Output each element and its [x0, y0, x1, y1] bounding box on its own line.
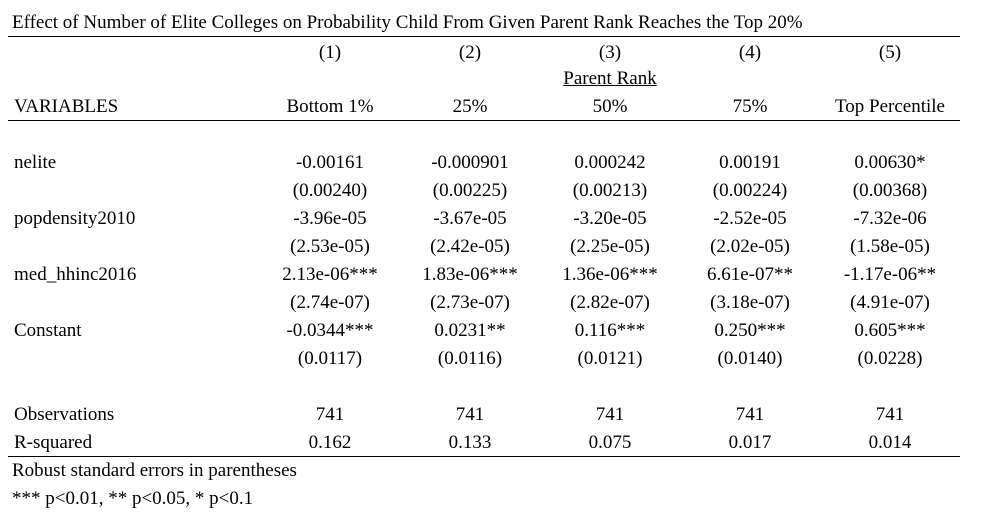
column-number-4: (4) [738, 42, 762, 63]
stat-cell: 0.162 [308, 432, 352, 453]
stat-cell: 741 [595, 404, 625, 425]
coef-cell: -7.32e-06 [853, 208, 927, 229]
se-cell: (3.18e-07) [710, 292, 790, 313]
group-header-parent-rank: Parent Rank [563, 68, 657, 89]
se-cell: (4.91e-07) [850, 292, 930, 313]
coef-cell: -3.20e-05 [573, 208, 647, 229]
column-label-5: Top Percentile [835, 96, 945, 117]
bottom-rule [8, 456, 960, 457]
table-title: Effect of Number of Elite Colleges on Pr… [12, 12, 803, 33]
se-cell: (0.0140) [717, 348, 783, 369]
se-cell: (2.73e-07) [430, 292, 510, 313]
coef-cell: 1.83e-06*** [422, 264, 518, 285]
se-cell: (0.0121) [577, 348, 643, 369]
se-cell: (0.00213) [572, 180, 648, 201]
column-number-1: (1) [318, 42, 342, 63]
coef-cell: -0.0344*** [286, 320, 374, 341]
column-label-4: 75% [732, 96, 768, 117]
column-number-3: (3) [598, 42, 622, 63]
column-number-5: (5) [878, 42, 902, 63]
coef-cell: -1.17e-06** [843, 264, 937, 285]
coef-cell: 0.0231** [434, 320, 506, 341]
coef-cell: 0.00191 [719, 152, 781, 173]
row-label-constant: Constant [14, 320, 82, 341]
se-cell: (2.74e-07) [290, 292, 370, 313]
row-label-r-squared: R-squared [14, 432, 93, 453]
variables-header: VARIABLES [14, 96, 119, 117]
se-cell: (0.0117) [297, 348, 363, 369]
coef-cell: 0.250*** [714, 320, 786, 341]
stat-cell: 741 [875, 404, 905, 425]
se-cell: (2.82e-07) [570, 292, 650, 313]
se-cell: (2.25e-05) [570, 236, 650, 257]
header-rule [8, 120, 960, 121]
stat-cell: 0.075 [588, 432, 632, 453]
note-significance: *** p<0.01, ** p<0.05, * p<0.1 [12, 488, 254, 509]
coef-cell: 0.605*** [854, 320, 926, 341]
coef-cell: 6.61e-07** [706, 264, 793, 285]
top-rule [8, 36, 960, 37]
coef-cell: -3.67e-05 [433, 208, 507, 229]
column-label-1: Bottom 1% [286, 96, 374, 117]
stat-cell: 741 [735, 404, 765, 425]
se-cell: (0.00368) [852, 180, 928, 201]
se-cell: (0.00225) [432, 180, 508, 201]
se-cell: (2.42e-05) [430, 236, 510, 257]
column-number-2: (2) [458, 42, 482, 63]
se-cell: (2.53e-05) [290, 236, 370, 257]
coef-cell: 2.13e-06*** [282, 264, 378, 285]
row-label-popdensity2010: popdensity2010 [14, 208, 136, 229]
coef-cell: -3.96e-05 [293, 208, 367, 229]
row-label-observations: Observations [14, 404, 115, 425]
row-label-nelite: nelite [14, 152, 57, 173]
coef-cell: -2.52e-05 [713, 208, 787, 229]
se-cell: (0.0228) [857, 348, 923, 369]
stat-cell: 0.014 [868, 432, 912, 453]
se-cell: (0.0116) [437, 348, 503, 369]
coef-cell: -0.000901 [431, 152, 509, 173]
coef-cell: 0.116*** [574, 320, 646, 341]
stat-cell: 0.133 [448, 432, 492, 453]
coef-cell: 0.000242 [574, 152, 646, 173]
se-cell: (0.00224) [712, 180, 788, 201]
se-cell: (1.58e-05) [850, 236, 930, 257]
coef-cell: -0.00161 [295, 152, 365, 173]
row-label-med-hhinc2016: med_hhinc2016 [14, 264, 137, 285]
se-cell: (2.02e-05) [710, 236, 790, 257]
stat-cell: 0.017 [728, 432, 772, 453]
se-cell: (0.00240) [292, 180, 368, 201]
coef-cell: 1.36e-06*** [562, 264, 658, 285]
note-standard-errors: Robust standard errors in parentheses [12, 460, 297, 481]
coef-cell: 0.00630* [854, 152, 926, 173]
column-label-2: 25% [452, 96, 488, 117]
column-label-3: 50% [592, 96, 628, 117]
stat-cell: 741 [455, 404, 485, 425]
stat-cell: 741 [315, 404, 345, 425]
